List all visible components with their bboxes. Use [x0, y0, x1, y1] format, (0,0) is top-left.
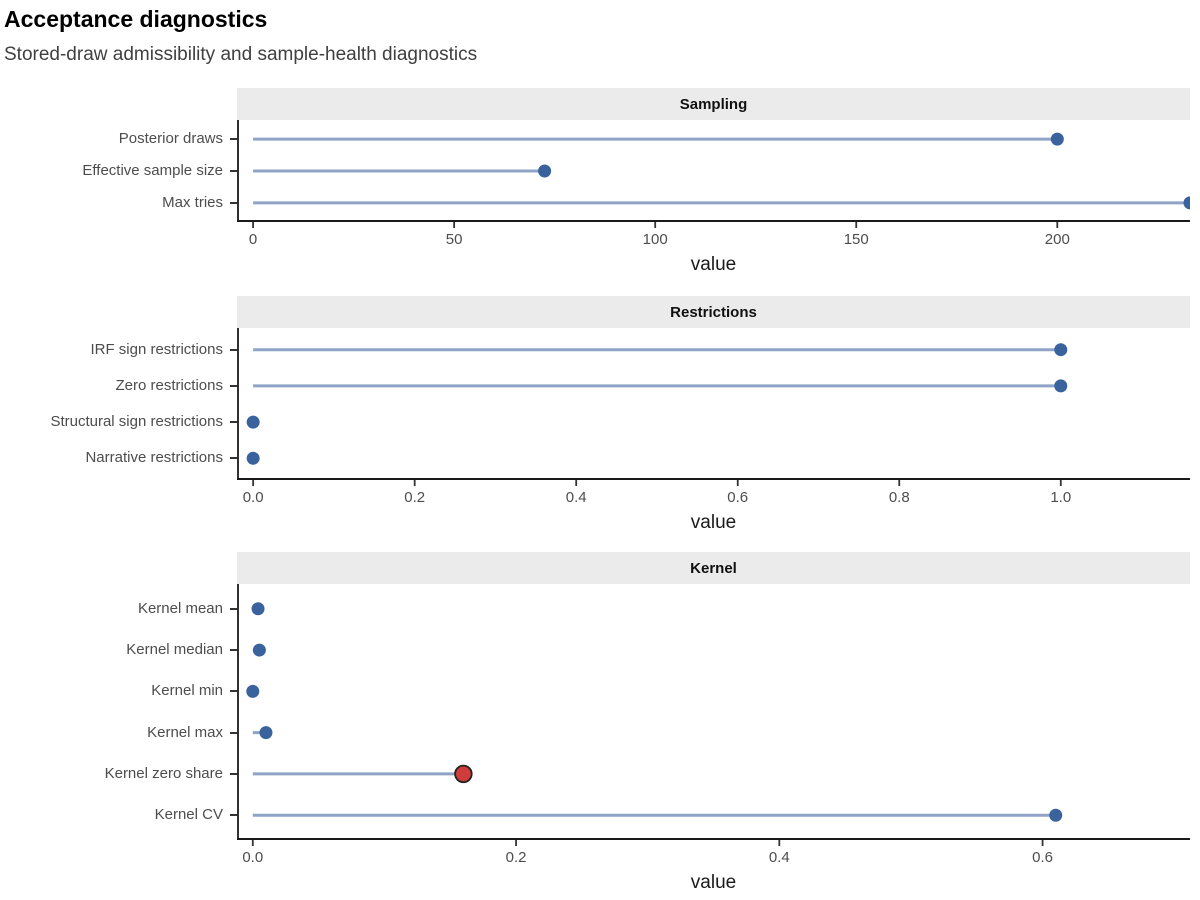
facet-strip-label: Kernel — [690, 559, 737, 577]
x-tick-label: 0 — [248, 231, 258, 248]
x-tick-label: 0.8 — [888, 489, 910, 506]
page-subtitle: Stored-draw admissibility and sample-hea… — [4, 44, 478, 65]
x-tick-label: 0.0 — [242, 489, 264, 506]
x-tick-label: 1.0 — [1050, 489, 1072, 506]
y-axis-label: Structural sign restrictions — [50, 413, 223, 431]
facet-strip-kernel: Kernel — [237, 552, 1190, 584]
y-axis-label: Zero restrictions — [115, 376, 223, 394]
y-axis-label: Max tries — [162, 193, 223, 211]
facet-restrictions: Restrictions IRF sign restrictions Zero re… — [0, 296, 1200, 550]
lollipop-point — [1050, 132, 1064, 146]
x-tick-label: 150 — [843, 231, 869, 248]
y-tick-mark — [230, 201, 237, 204]
y-axis-label: Effective sample size — [82, 162, 223, 179]
facet-strip-label: Sampling — [679, 95, 748, 113]
lollipop-point — [246, 451, 260, 465]
page-title: Acceptance diagnostics — [4, 6, 268, 32]
y-tick-mark — [230, 649, 237, 652]
x-tick-label: 0.4 — [565, 489, 587, 506]
y-tick-mark — [230, 814, 237, 817]
y-tick-mark — [230, 421, 237, 424]
lollipop-point-highlight — [454, 764, 473, 784]
x-axis-title: value — [690, 512, 737, 533]
y-axis-label: Kernel max — [147, 723, 223, 741]
x-tick-label: 200 — [1044, 231, 1070, 248]
facet-panel-restrictions — [237, 328, 1190, 486]
x-tick-label: 0.4 — [768, 849, 790, 866]
y-axis-label: Kernel median — [126, 641, 223, 659]
lollipop-point — [538, 164, 552, 178]
y-axis-label: Narrative restrictions — [85, 449, 223, 467]
y-tick-mark — [230, 170, 237, 172]
x-tick-label: 50 — [445, 231, 463, 248]
x-tick-label: 0.6 — [727, 489, 749, 506]
lollipop-point — [246, 415, 260, 429]
facet-strip-restrictions: Restrictions — [237, 296, 1190, 328]
y-tick-mark — [230, 348, 237, 351]
lollipop-point — [1054, 379, 1068, 393]
y-axis-label: Kernel CV — [154, 806, 223, 824]
x-tick-label: 0.2 — [505, 849, 527, 866]
x-tick-label: 0.2 — [404, 489, 426, 506]
y-tick-mark — [230, 138, 237, 141]
y-axis-label: IRF sign restrictions — [90, 340, 223, 358]
x-axis-title: value — [690, 872, 737, 893]
x-tick-label: 100 — [642, 231, 668, 248]
facet-sampling: Sampling Posterior draws Effective sample … — [0, 88, 1200, 292]
y-tick-mark — [230, 607, 237, 610]
x-tick-label: 0.0 — [242, 849, 264, 866]
y-tick-mark — [230, 384, 237, 387]
x-tick-label: 0.6 — [1032, 849, 1053, 866]
facet-strip-label: Restrictions — [670, 303, 757, 321]
y-tick-mark — [230, 731, 237, 734]
facet-panel-sampling — [237, 120, 1190, 228]
lollipop-point — [1049, 808, 1063, 822]
lollipop-point — [252, 643, 266, 657]
y-axis-label: Kernel min — [151, 682, 223, 700]
y-tick-mark — [230, 457, 237, 460]
facet-panel-kernel — [237, 584, 1190, 846]
lollipop-point — [1183, 196, 1190, 210]
lollipop-point — [1054, 343, 1068, 357]
facet-strip-sampling: Sampling — [237, 88, 1190, 120]
y-axis-label: Kernel zero share — [104, 764, 223, 782]
y-tick-mark — [230, 690, 237, 693]
y-axis-label: Kernel mean — [137, 599, 223, 617]
facet-kernel: Kernel Kernel mean Kernel median Kernel min… — [0, 552, 1200, 900]
y-axis-label: Posterior draws — [118, 130, 223, 148]
y-tick-mark — [230, 772, 237, 775]
lollipop-point — [246, 684, 260, 698]
lollipop-point — [259, 726, 273, 740]
lollipop-point — [251, 602, 265, 616]
x-axis-title: value — [690, 254, 737, 275]
